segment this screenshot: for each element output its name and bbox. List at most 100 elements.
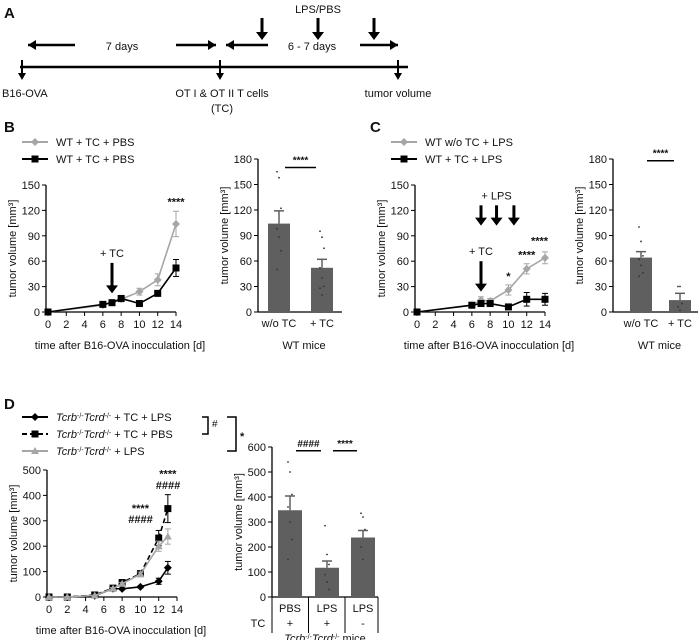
y-tick-label: 500 — [23, 465, 41, 477]
y-tick-label: 0 — [260, 592, 266, 604]
x-tick-label: 14 — [170, 319, 182, 331]
data-point — [679, 309, 681, 312]
x-tick-label: 12 — [152, 319, 164, 331]
x-tick-label: 10 — [134, 604, 146, 616]
sup: -/- — [305, 634, 312, 640]
y-tick-label: 100 — [248, 567, 266, 579]
treatment-arrow-icon-head — [475, 217, 487, 226]
y-tick-label: 400 — [23, 490, 41, 502]
bar — [630, 257, 652, 312]
x-axis-label: WT mice — [282, 340, 325, 352]
x-tick-label: 0 — [45, 319, 51, 331]
marker-triangle — [136, 570, 145, 578]
significance-label: **** — [653, 149, 669, 160]
x-tick-label: 6 — [101, 604, 107, 616]
series-line — [49, 567, 169, 598]
significance-label: #### — [297, 439, 320, 450]
marker-diamond — [541, 253, 549, 262]
y-tick-label: 120 — [391, 205, 409, 217]
y-tick-label: 100 — [23, 567, 41, 579]
marker-diamond — [163, 563, 172, 572]
x-tick-label: 6 — [100, 319, 106, 331]
data-point — [319, 230, 321, 233]
treatment-arrow-icon-head — [106, 285, 118, 294]
y-axis-label: tumor volume [mm³] — [8, 485, 20, 583]
series-line — [49, 535, 169, 598]
y-tick-label: 300 — [23, 516, 41, 528]
data-point — [677, 285, 679, 288]
y-tick-label: 120 — [22, 205, 40, 217]
y-tick-label: 30 — [240, 282, 252, 294]
x-tick-label: 14 — [171, 604, 183, 616]
marker-square — [477, 300, 485, 308]
marker-square — [44, 308, 52, 316]
event-tumor-volume: tumor volume — [365, 88, 432, 100]
data-point — [280, 207, 282, 210]
y-tick-label: 150 — [391, 180, 409, 192]
y-tick-label: 90 — [28, 231, 40, 243]
bar — [278, 510, 302, 597]
marker-square — [504, 303, 512, 311]
x-axis-label: time after B16-OVA inocculation [d] — [404, 340, 574, 352]
x-tick-label: 14 — [539, 319, 551, 331]
x-axis-label: time after B16-OVA inocculation [d] — [35, 340, 205, 352]
bar — [268, 223, 290, 312]
data-point — [321, 236, 323, 239]
x-tick-label: 10 — [133, 319, 145, 331]
marker-square — [31, 430, 39, 438]
marker-square — [172, 264, 180, 272]
event-arrow-icon — [394, 73, 402, 80]
y-tick-label: 60 — [28, 256, 40, 268]
data-point — [287, 558, 289, 561]
marker-triangle — [163, 532, 172, 540]
data-point — [326, 581, 328, 583]
data-point — [278, 236, 280, 239]
panel-label-b: B — [4, 119, 15, 136]
y-axis-label: tumor volume [mm³] — [233, 473, 245, 571]
legend-bracket — [202, 416, 209, 435]
chart-b-bar: 0 30 60 90 120 150 180 tumor volume [mm³] w/o TC… — [219, 154, 342, 352]
chart-c-bar: 0 30 60 90 120 150 180 tumor volume [mm³] w/o TC… — [574, 149, 698, 352]
x-tick-label: 8 — [487, 319, 493, 331]
data-point — [276, 268, 278, 271]
data-point — [276, 170, 278, 173]
legend-label: WT + TC + PBS — [56, 137, 134, 149]
y-tick-label: 0 — [246, 307, 252, 319]
marker-triangle — [63, 593, 72, 600]
legend-bracket — [227, 416, 237, 452]
tc-row-label: TC — [251, 618, 266, 630]
marker-square — [99, 300, 107, 308]
significance-annotation: * — [506, 271, 511, 283]
interval-arrow-left-head — [226, 40, 234, 50]
interval-arrow-right-head — [390, 40, 398, 50]
significance-annotation: **** — [159, 469, 177, 481]
y-axis-label: tumor volume [mm³] — [574, 187, 586, 285]
x-tick-label: 10 — [502, 319, 514, 331]
treatment-label: + TC — [100, 248, 124, 260]
panel-label-a: A — [4, 5, 15, 22]
treatment-arrow-icon-head — [475, 283, 487, 292]
x-tick-label: 0 — [46, 604, 52, 616]
marker-diamond — [31, 413, 39, 421]
x-axis-label: WT mice — [638, 340, 681, 352]
data-point — [321, 294, 323, 296]
data-point — [321, 277, 323, 279]
data-point — [324, 573, 326, 576]
x-tick-label: 2 — [63, 319, 69, 331]
data-point — [326, 553, 328, 556]
category-label: LPS — [353, 603, 374, 615]
bar — [311, 267, 333, 312]
marker-square — [31, 155, 39, 163]
event-b16-ova: B16-OVA — [2, 88, 48, 100]
data-point — [681, 302, 683, 305]
series-1 — [44, 259, 180, 316]
bar — [669, 300, 691, 312]
data-point — [319, 266, 321, 269]
marker-diamond — [154, 577, 163, 586]
marker-diamond — [522, 264, 531, 273]
sup: -/- — [105, 447, 112, 454]
marker-triangle — [109, 584, 117, 592]
category-label: w/o TC — [261, 318, 297, 330]
